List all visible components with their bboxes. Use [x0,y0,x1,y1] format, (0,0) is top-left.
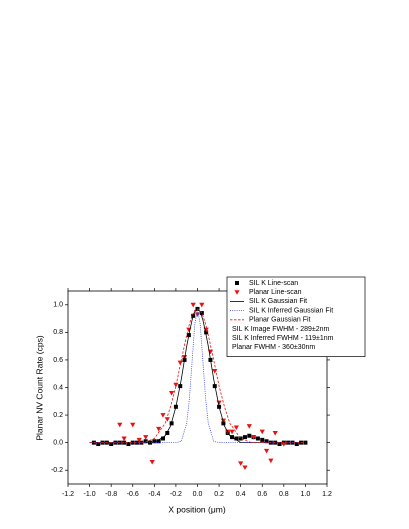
data-point [242,465,248,471]
x-tick-label: -0.6 [127,491,139,498]
x-tick-label: -0.8 [105,491,117,498]
x-tick-label: -0.4 [148,491,160,498]
data-point [152,439,157,444]
data-point [190,302,196,308]
data-point [121,436,127,442]
data-point [109,442,114,447]
y-tick-label: 1.0 [53,302,63,309]
data-point [268,458,274,464]
legend-label: SIL K Inferred Gaussian Fit [249,307,333,314]
data-point [117,422,123,428]
data-point [169,391,175,396]
data-point [164,417,170,422]
legend-label: SIL K Gaussian Fit [249,298,307,305]
data-point [229,429,235,435]
x-tick-label: -1.0 [84,491,96,498]
x-tick-label: 0.4 [236,491,246,498]
legend-swatch [234,290,240,295]
data-point [247,433,252,438]
x-tick-label: 0.0 [193,491,203,498]
data-point [130,422,136,428]
data-point [199,302,205,308]
data-point [149,459,155,465]
y-tick-label: 0.6 [53,357,63,364]
data-point [238,461,244,466]
y-tick-label: 0.8 [53,329,63,336]
y-tick-label: 0.0 [53,439,63,446]
data-point [264,439,269,444]
data-point [143,435,149,440]
legend-swatch [235,281,239,285]
fit-line [89,308,306,444]
legend-note: SIL K Image FWHM - 289±2nm [232,326,330,333]
data-point [173,382,179,388]
data-point [272,430,278,436]
data-point [277,442,282,447]
data-point [251,435,257,440]
data-point [194,312,201,318]
data-point [263,448,270,454]
data-point [136,437,142,443]
data-point [165,430,170,435]
data-point [156,439,161,444]
x-tick-label: -0.2 [170,491,182,498]
data-point [177,360,183,366]
legend-note: SIL K Inferred FWHM - 119±1nm [232,335,334,342]
y-tick-label: -0.2 [51,467,63,474]
data-point [160,436,165,441]
data-point [234,436,239,441]
data-point [143,439,148,444]
data-point [242,435,247,440]
data-point [246,424,252,429]
fit-line [89,308,306,444]
legend-label: Planar Gaussian Fit [249,317,311,324]
data-point [281,442,287,447]
data-point [255,436,260,441]
y-axis-label: Planar NV Count Rate (cps) [34,335,44,441]
x-axis-label: X position (μm) [168,504,225,514]
x-tick-label: -1.2 [62,491,74,498]
x-tick-label: 1.2 [322,491,332,498]
y-tick-label: 0.2 [53,412,63,419]
data-point [156,426,162,432]
legend-label: Planar Line-scan [249,289,302,296]
data-point [233,425,239,431]
data-point [126,442,131,447]
legend-box [226,276,366,357]
data-point [216,400,222,406]
x-tick-label: 1.0 [301,491,311,498]
y-tick-label: 0.4 [53,384,63,391]
data-point [260,437,265,442]
legend-note: Planar FWHM - 360±30nm [232,344,315,351]
legend-label: SIL K Line-scan [249,280,298,287]
data-point [204,330,209,335]
x-tick-label: 0.8 [279,491,289,498]
data-point [294,442,299,447]
data-point [238,436,243,441]
data-point [160,413,166,418]
data-point [259,429,265,435]
x-tick-label: 0.6 [257,491,267,498]
x-tick-label: 0.2 [214,491,224,498]
data-point [96,442,101,447]
